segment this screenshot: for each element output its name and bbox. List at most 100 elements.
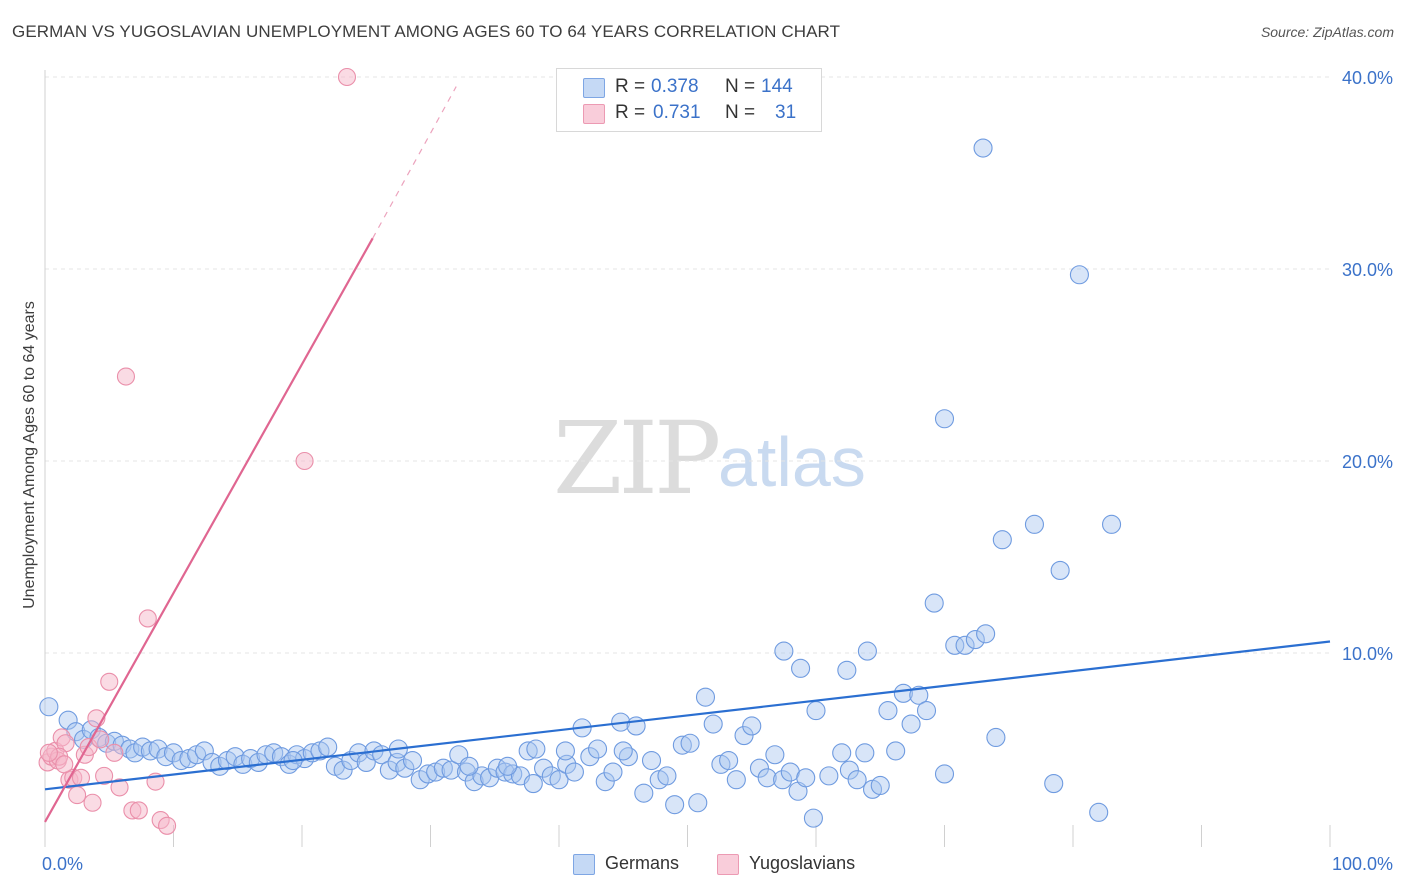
yugoslavian-point [83,793,102,812]
german-point [233,754,253,774]
legend-n-value: 144 [761,76,793,97]
source-attribution: Source: ZipAtlas.com [1260,24,1394,40]
german-point [395,758,415,778]
german-point [595,772,615,792]
german-point [992,530,1012,550]
german-point [587,739,608,759]
german-point [703,714,723,734]
legend-n-value: 31 [775,102,797,123]
german-point [665,795,685,815]
german-point [749,758,770,778]
german-point [886,741,906,761]
yugoslavian-trend-extension [372,86,457,239]
german-point [976,624,996,644]
y-tick-label: 10.0% [1342,644,1393,664]
yugoslavian-point [55,755,74,774]
yugoslavian-point [100,672,119,691]
german-point [973,138,993,158]
german-point [832,743,852,763]
watermark-atlas: atlas [718,423,866,501]
german-point [688,793,708,813]
german-point [225,747,245,767]
german-point [125,743,145,763]
yugoslavian-point [158,816,177,835]
y-tick-label: 30.0% [1342,260,1393,280]
german-point [965,630,985,650]
german-point [402,750,423,771]
german-point [379,760,399,780]
legend-n-key: N = [725,76,756,97]
german-point [410,770,430,790]
german-point [433,758,453,778]
bottom-legend-swatch-yugoslavians [717,854,739,875]
german-point [613,741,633,761]
german-point [39,697,59,717]
german-point [916,701,937,721]
legend-swatch-yugoslavians [583,104,605,124]
legend-swatch-germans [583,78,605,98]
y-tick-label: 20.0% [1342,452,1393,472]
bottom-legend-label-yugoslavians: Yugoslavians [749,853,856,873]
correlation-legend: R = 0.378 N = 144 R = 0.731 N = 31 [556,68,822,132]
german-point [1024,514,1044,534]
german-point [909,685,929,705]
legend-r-value: 0.378 [651,76,699,97]
german-point [634,783,654,803]
german-point [1050,560,1070,580]
german-point [580,747,600,767]
german-point [819,766,839,786]
legend-r-key: R = [615,102,646,123]
german-point [641,750,662,771]
german-point [773,770,793,790]
german-point [870,775,890,796]
german-point [878,701,898,721]
german-point [757,768,777,788]
german-point [934,764,955,784]
german-point [734,726,754,746]
german-point [472,766,492,786]
yugoslavian-point [39,743,58,762]
german-point [934,409,955,429]
german-point [893,683,913,703]
yugoslavian-trend-line [44,237,374,823]
german-point [726,770,746,790]
german-point [901,714,921,734]
german-point [555,741,575,761]
x-tick-label: 100.0% [1332,854,1393,874]
yugoslavian-point [68,786,87,805]
german-point [194,741,214,761]
german-point [945,635,965,655]
german-point [498,756,518,776]
german-point [526,739,546,759]
watermark-zip: ZIP [553,400,721,517]
german-point [791,658,811,678]
chart-title: GERMAN VS YUGOSLAVIAN UNEMPLOYMENT AMONG… [12,22,841,41]
y-tick-label: 40.0% [1342,68,1393,88]
german-point [803,808,823,828]
german-point [657,766,677,786]
german-point [806,701,826,721]
german-point [564,762,584,782]
german-trend-line [44,640,1331,791]
legend-r-key: R = [615,76,646,97]
bottom-legend-swatch-germans [573,854,595,875]
german-point [695,687,716,707]
yugoslavian-point [138,609,157,628]
yugoslavian-point [129,801,148,820]
yugoslavian-point [337,67,357,87]
german-point [837,660,857,680]
german-point [148,739,168,759]
german-point [1044,774,1064,794]
german-point [955,635,975,655]
german-point [464,772,484,792]
german-point [1102,514,1122,534]
german-point [924,593,944,613]
german-point [857,641,877,661]
german-point [248,752,268,772]
german-point [1089,802,1109,822]
german-point [742,716,762,736]
german-point [774,641,794,661]
yugoslavian-point [105,743,124,762]
legend-r-value: 0.731 [653,102,701,123]
